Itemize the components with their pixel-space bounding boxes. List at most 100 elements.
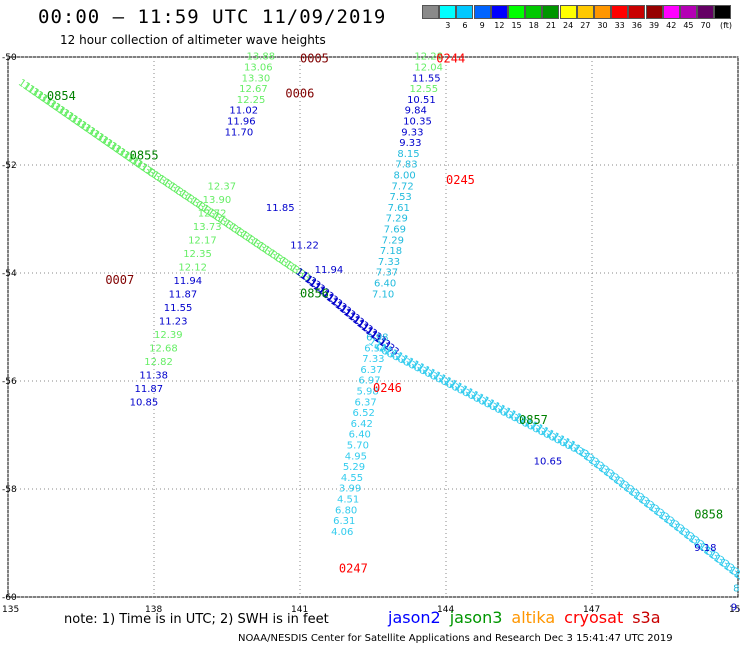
wave-height-label: 7.72 xyxy=(391,181,413,192)
wave-height-label: 11.87 xyxy=(135,384,164,395)
pass-time-label: 0857 xyxy=(519,413,548,427)
colorbar-label: 24 xyxy=(563,21,574,30)
map-title: 00:00 – 11:59 UTC 11/09/2019 xyxy=(38,6,387,28)
pass-time-label: 0005 xyxy=(300,51,329,65)
wave-height-label: 12.17 xyxy=(188,235,217,246)
colorbar-label: 15 xyxy=(511,21,522,30)
lon-tick-label: 144 xyxy=(437,605,454,615)
colorbar-swatch xyxy=(542,5,560,19)
colorbar-swatch xyxy=(422,5,440,19)
wave-height-label: 10.51 xyxy=(407,95,436,106)
wave-height-label: 12.67 xyxy=(239,84,268,95)
wave-height-label: 7.29 xyxy=(382,235,404,246)
wave-height-label: 12.72 xyxy=(198,208,227,219)
colorbar-level: 45 xyxy=(679,5,697,30)
colorbar-label: 39 xyxy=(648,21,660,30)
pass-time-label: 0856 xyxy=(300,286,329,300)
pass-time-label: 0247 xyxy=(339,562,368,576)
wave-height-label: 12.25 xyxy=(237,95,266,106)
wave-height-label: 6.97 xyxy=(358,376,380,387)
colorbar-swatch xyxy=(593,5,611,19)
wave-height-label: 11.85 xyxy=(266,203,295,214)
wave-height-label: 11.96 xyxy=(227,117,256,128)
pass-time-label: 0854 xyxy=(47,89,76,103)
wave-height-label: 7.33 xyxy=(378,257,400,268)
colorbar-label: 12 xyxy=(494,21,505,30)
colorbar-swatch xyxy=(576,5,594,19)
wave-height-label: 7.61 xyxy=(388,203,410,214)
colorbar-level xyxy=(422,5,440,30)
wave-height-label: 6.52 xyxy=(353,408,375,419)
wave-height-label: 12.35 xyxy=(183,249,212,260)
wave-height-label: 6.80 xyxy=(335,505,357,516)
colorbar-label: 45 xyxy=(683,21,694,30)
wave-height-label: 6.42 xyxy=(351,419,373,430)
wave-height-label: 6.98 xyxy=(366,333,388,344)
wave-height-label: 11.22 xyxy=(290,241,319,252)
wave-height-label: 6.54 xyxy=(364,343,386,354)
wave-height-label: 7.18 xyxy=(380,246,402,257)
pass-time-label: 0006 xyxy=(285,87,314,101)
wave-height-label: 6.37 xyxy=(355,397,377,408)
wave-height-label: 11.55 xyxy=(412,73,441,84)
pass-time-label: 0855 xyxy=(130,149,159,163)
wave-height-label: 6.40 xyxy=(349,430,371,441)
wave-height-label: 9.11 xyxy=(731,603,740,614)
wave-height-label: 10.65 xyxy=(534,457,563,468)
wave-height-label: 8.00 xyxy=(393,171,415,182)
lon-tick-label: 138 xyxy=(145,605,162,615)
wave-height-label: 12.12 xyxy=(178,262,207,273)
pass-time-label: 0245 xyxy=(446,173,475,187)
wave-height-label: 12.37 xyxy=(208,181,237,192)
wave-height-label: 12.82 xyxy=(144,357,173,368)
wave-height-label: 9.33 xyxy=(399,138,421,149)
lat-tick-label: -58 xyxy=(2,485,17,495)
wave-height-label: 4.55 xyxy=(341,473,363,484)
lat-tick-label: -54 xyxy=(2,269,17,279)
wave-height-colorbar: 3 6 9 12 15 18 21 24 27 30 33 36 39 42 45 70 xyxy=(422,5,732,30)
wave-height-label: 3.99 xyxy=(339,484,361,495)
wave-height-label: 7.37 xyxy=(376,268,398,279)
legend-altika: altika xyxy=(511,608,556,627)
colorbar-swatch xyxy=(508,5,526,19)
colorbar-level: 3 xyxy=(439,5,457,30)
colorbar-label: 42 xyxy=(666,21,677,30)
wave-height-label: 11.87 xyxy=(169,289,198,300)
wave-height-label: 12.04 xyxy=(414,63,443,74)
colorbar-swatch xyxy=(662,5,680,19)
wave-height-label: 4.06 xyxy=(331,527,353,538)
colorbar-swatch xyxy=(473,5,491,19)
legend-s3a: s3a xyxy=(632,608,661,627)
map-subtitle: 12 hour collection of altimeter wave hei… xyxy=(60,33,326,47)
lon-tick-label: 141 xyxy=(291,605,308,615)
lat-tick-label: -60 xyxy=(2,593,17,603)
colorbar-label: 30 xyxy=(597,21,608,30)
footer-note: note: 1) Time is in UTC; 2) SWH is in fe… xyxy=(64,612,329,627)
wave-height-label: 6.40 xyxy=(374,279,396,290)
colorbar-level: 70 xyxy=(697,5,715,30)
wave-height-label: 11.02 xyxy=(229,106,258,117)
colorbar-label: 70 xyxy=(700,21,711,30)
wave-height-label: 11.23 xyxy=(159,316,188,327)
colorbar-unit: (ft) xyxy=(720,21,733,30)
wave-height-label: 10.35 xyxy=(403,117,432,128)
wave-height-label: 7.83 xyxy=(395,160,417,171)
wave-height-label: 7.33 xyxy=(362,354,384,365)
colorbar-swatch xyxy=(456,5,474,19)
colorbar-level: 39 xyxy=(645,5,663,30)
wave-height-label: 13.88 xyxy=(246,52,275,63)
wave-height-label: 8.97 xyxy=(733,584,740,595)
wave-height-label: 13.73 xyxy=(193,222,222,233)
colorbar-swatch xyxy=(439,5,457,19)
wave-height-label: 5.98 xyxy=(356,387,378,398)
colorbar-level: 9 xyxy=(473,5,491,30)
wave-height-label: 6.31 xyxy=(333,516,355,527)
wave-height-label: 8.15 xyxy=(397,149,419,160)
wave-height-label: 7.29 xyxy=(386,214,408,225)
colorbar-level xyxy=(714,5,732,30)
colorbar-label: 18 xyxy=(528,21,539,30)
wave-height-label: 9.84 xyxy=(405,106,427,117)
wave-height-label: 6.37 xyxy=(360,365,382,376)
pass-time-label: 0246 xyxy=(373,381,402,395)
